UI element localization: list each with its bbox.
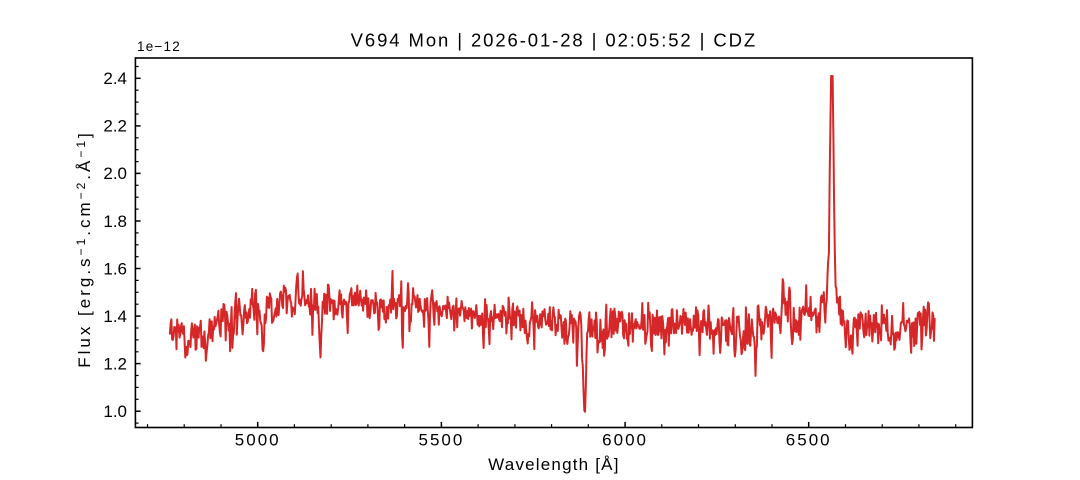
svg-text:1e−12: 1e−12: [137, 39, 181, 54]
svg-text:2.2: 2.2: [103, 117, 127, 136]
svg-text:1.6: 1.6: [103, 259, 127, 278]
svg-text:1.2: 1.2: [103, 354, 127, 373]
svg-text:6000: 6000: [602, 431, 648, 450]
svg-text:1.0: 1.0: [103, 402, 127, 421]
svg-text:5000: 5000: [235, 431, 281, 450]
svg-text:1.4: 1.4: [103, 307, 127, 326]
svg-text:V694 Mon | 2026-01-28 | 02:05:: V694 Mon | 2026-01-28 | 02:05:52 | CDZ: [351, 30, 757, 51]
svg-text:6500: 6500: [786, 431, 832, 450]
svg-text:5500: 5500: [418, 431, 464, 450]
svg-text:2.0: 2.0: [103, 164, 127, 183]
svg-text:1.8: 1.8: [103, 212, 127, 231]
svg-text:2.4: 2.4: [103, 69, 127, 88]
svg-text:Wavelength [Å]: Wavelength [Å]: [488, 455, 619, 474]
